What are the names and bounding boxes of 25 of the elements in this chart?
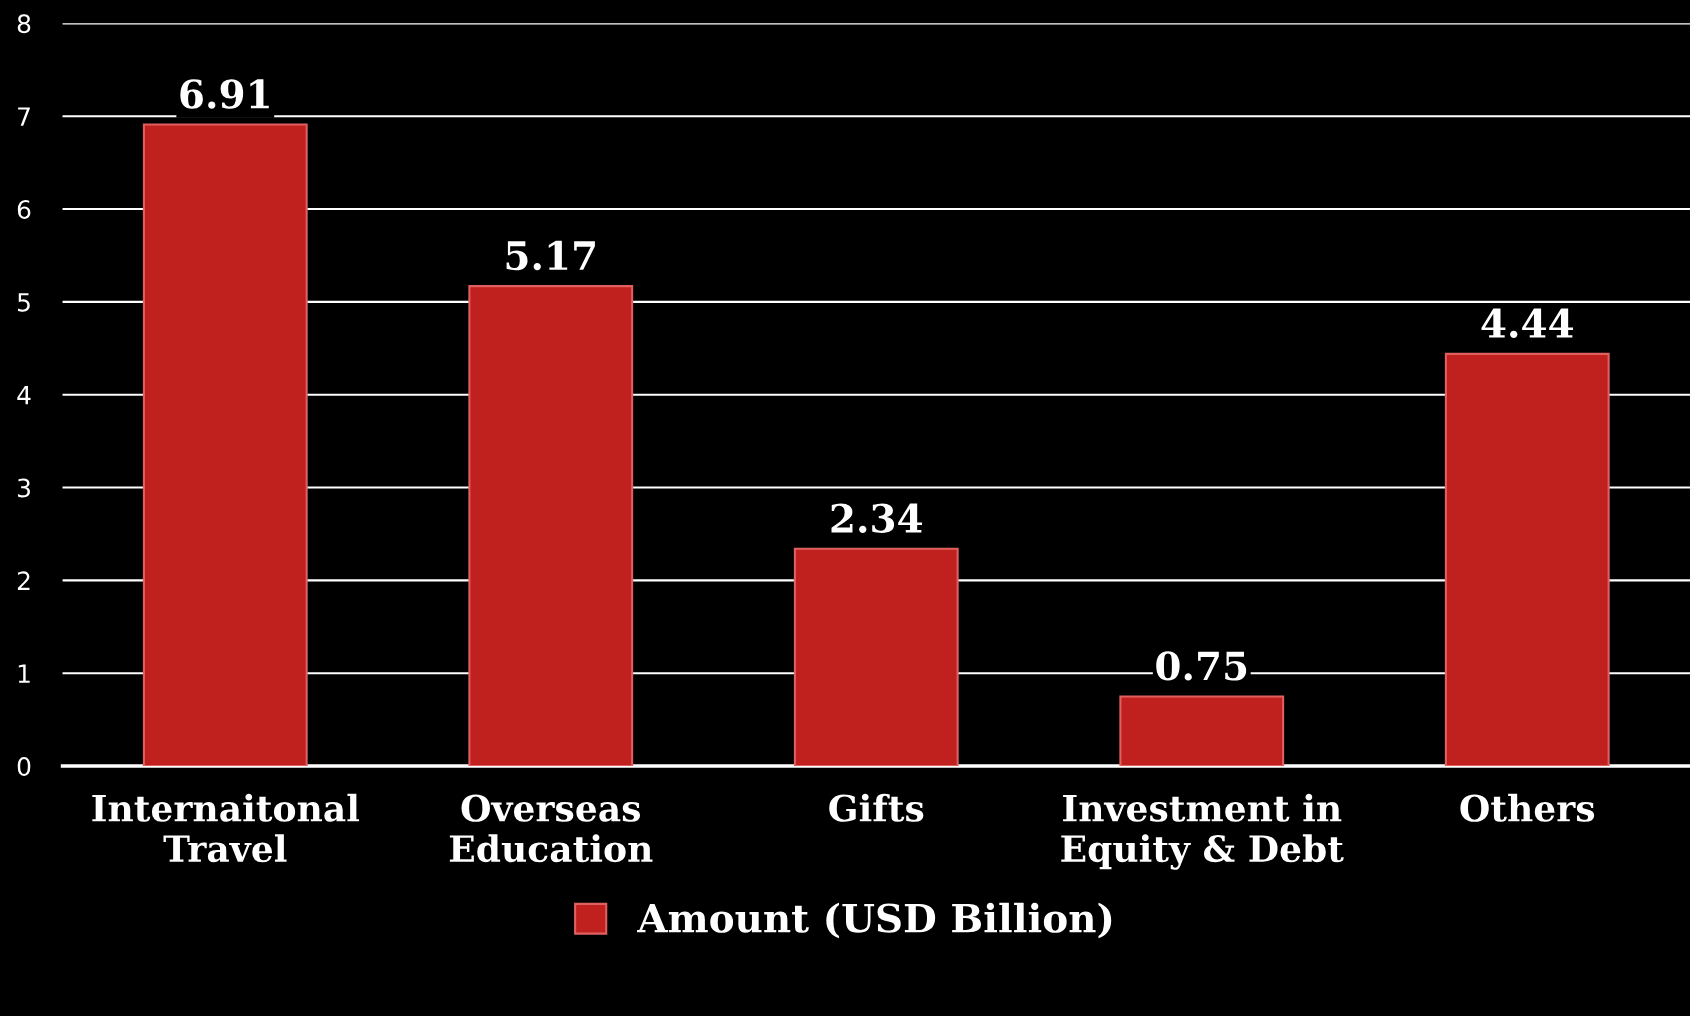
y-tick-label: 0 bbox=[17, 757, 31, 776]
data-label: 0.75 bbox=[1156, 651, 1247, 681]
data-label: 2.34 bbox=[831, 503, 923, 533]
y-tick-label: 2 bbox=[17, 571, 30, 590]
x-tick-label: Internaitonal Travel bbox=[92, 793, 360, 863]
data-label: 6.91 bbox=[180, 79, 269, 109]
y-tick-label: 3 bbox=[17, 478, 30, 498]
data-label: 4.44 bbox=[1481, 308, 1574, 338]
x-tick-label: Overseas Education bbox=[449, 794, 653, 863]
bar bbox=[793, 547, 959, 767]
bar bbox=[1444, 352, 1610, 767]
x-tick-label: Investment in Equity & Debt bbox=[1061, 793, 1344, 870]
bar bbox=[468, 285, 634, 767]
bar bbox=[1119, 695, 1285, 767]
y-tick-label: 4 bbox=[17, 385, 31, 405]
y-tick-label: 7 bbox=[18, 107, 30, 126]
bar bbox=[142, 123, 308, 767]
legend-label: Amount (USD Billion) bbox=[637, 902, 1112, 939]
y-tick-label: 5 bbox=[18, 293, 30, 312]
data-label: 5.17 bbox=[506, 240, 595, 271]
x-tick-label: Others bbox=[1460, 793, 1595, 822]
x-tick-label: Gifts bbox=[829, 793, 924, 822]
y-tick-label: 1 bbox=[18, 664, 30, 683]
y-tick-label: 6 bbox=[17, 199, 31, 219]
y-tick-label: 8 bbox=[17, 14, 31, 34]
